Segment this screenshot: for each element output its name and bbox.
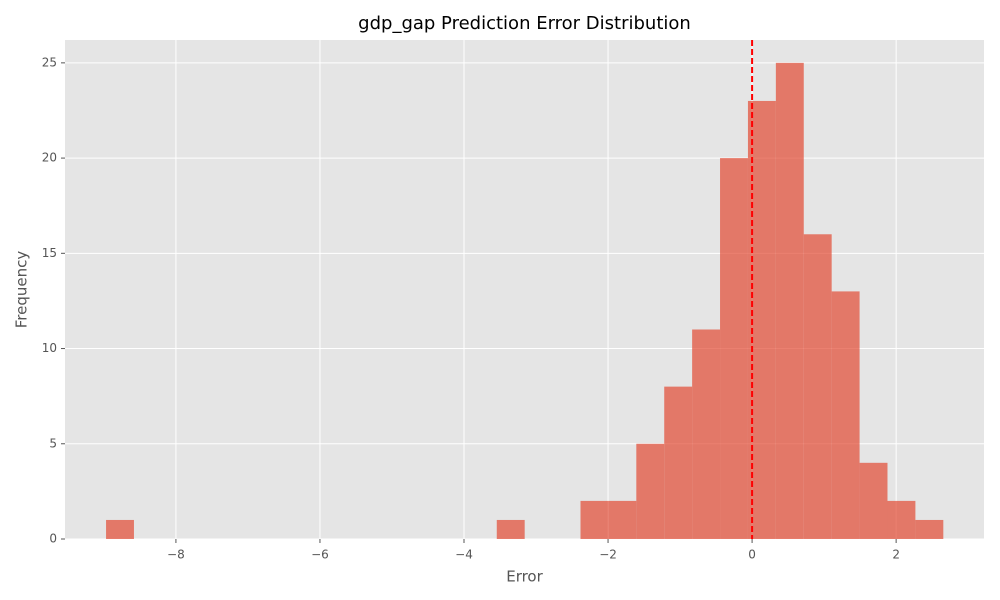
histogram-bar — [496, 519, 525, 539]
x-tick-label: −4 — [455, 548, 473, 562]
x-axis-label: Error — [506, 568, 543, 586]
histogram-bar — [664, 386, 693, 539]
x-tick-label: −8 — [167, 548, 185, 562]
histogram-bar — [580, 500, 609, 539]
histogram-bar — [859, 462, 888, 539]
histogram-bar — [608, 500, 637, 539]
histogram-bar — [915, 519, 944, 539]
y-tick-label: 0 — [49, 532, 57, 546]
x-tick-label: −6 — [311, 548, 329, 562]
y-tick-label: 20 — [42, 151, 57, 165]
chart-title: gdp_gap Prediction Error Distribution — [358, 13, 691, 34]
y-tick-label: 15 — [42, 246, 57, 260]
histogram-bar — [692, 329, 721, 539]
histogram-bar — [803, 234, 832, 539]
y-tick-label: 25 — [42, 55, 57, 69]
y-axis-label: Frequency — [13, 251, 31, 329]
histogram-bar — [106, 519, 134, 539]
histogram-bar — [636, 443, 665, 539]
x-tick-label: 2 — [892, 548, 900, 562]
x-tick-label: 0 — [748, 548, 756, 562]
histogram-bar — [887, 500, 916, 539]
y-tick-label: 10 — [42, 341, 57, 355]
histogram-bar — [831, 291, 860, 539]
histogram-bar — [720, 158, 748, 539]
y-tick-label: 5 — [49, 436, 57, 450]
x-tick-label: −2 — [599, 548, 617, 562]
histogram-bar — [775, 62, 804, 540]
